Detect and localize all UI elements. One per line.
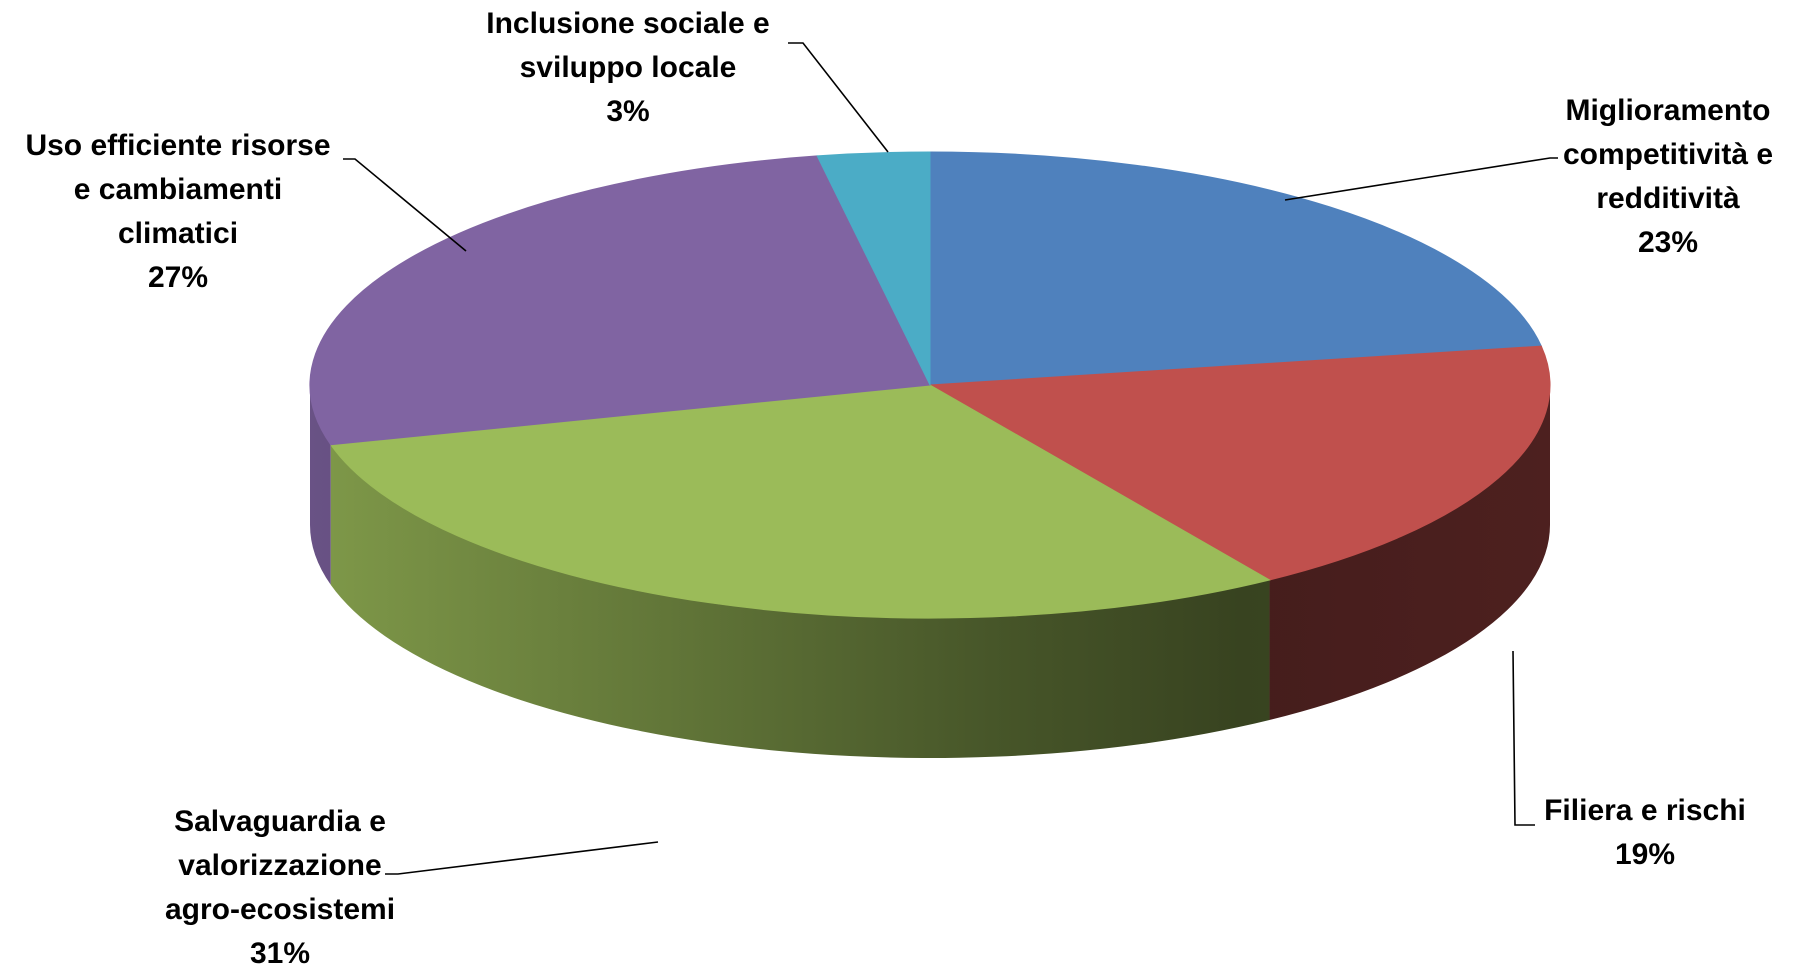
leader-line-1 bbox=[1512, 650, 1535, 826]
slice-label-4-line-0: Inclusione sociale e bbox=[486, 7, 769, 40]
slice-pct-label-0: 23% bbox=[1638, 226, 1698, 259]
slice-label-2-line-2: agro-ecosistemi bbox=[165, 893, 395, 926]
leader-line-2 bbox=[385, 841, 659, 875]
slice-labels: Miglioramento competitività e redditività 2… bbox=[25, 7, 1773, 970]
slice-label-0-line-1: competitività e bbox=[1563, 138, 1773, 171]
leader-line-3 bbox=[343, 158, 467, 252]
slice-label-2-line-0: Salvaguardia e bbox=[174, 805, 386, 838]
slice-top-3 bbox=[309, 155, 931, 446]
slice-side-1 bbox=[1269, 385, 1550, 720]
slice-label-3-line-0: Uso efficiente risorse bbox=[25, 129, 330, 162]
slice-pct-label-3: 27% bbox=[148, 261, 208, 294]
slice-label-3-line-1: e cambiamenti bbox=[74, 173, 282, 206]
slice-label-0-line-0: Miglioramento bbox=[1565, 94, 1770, 127]
slice-pct-label-2: 31% bbox=[250, 937, 310, 968]
leader-line-4 bbox=[788, 42, 889, 153]
slice-label-2-line-1: valorizzazione bbox=[178, 849, 381, 882]
leader-line-0 bbox=[1284, 157, 1558, 201]
slice-top-2 bbox=[329, 384, 1271, 619]
slice-top-1 bbox=[928, 345, 1551, 581]
leader-lines bbox=[343, 42, 1558, 875]
slice-pct-label-1: 19% bbox=[1615, 838, 1675, 871]
slice-pct-label-4: 3% bbox=[606, 95, 649, 128]
slice-label-0-line-2: redditività bbox=[1596, 182, 1740, 215]
slice-side-3 bbox=[310, 385, 331, 585]
slice-label-3-line-2: climatici bbox=[118, 217, 238, 250]
pie-tops bbox=[309, 151, 1551, 619]
slice-top-4 bbox=[816, 151, 931, 386]
pie-sides bbox=[310, 385, 1550, 759]
slice-label-1-line-0: Filiera e rischi bbox=[1544, 794, 1746, 827]
slice-side-2 bbox=[330, 444, 1270, 759]
slice-label-4-line-1: sviluppo locale bbox=[520, 51, 737, 84]
slice-top-0 bbox=[929, 151, 1543, 386]
